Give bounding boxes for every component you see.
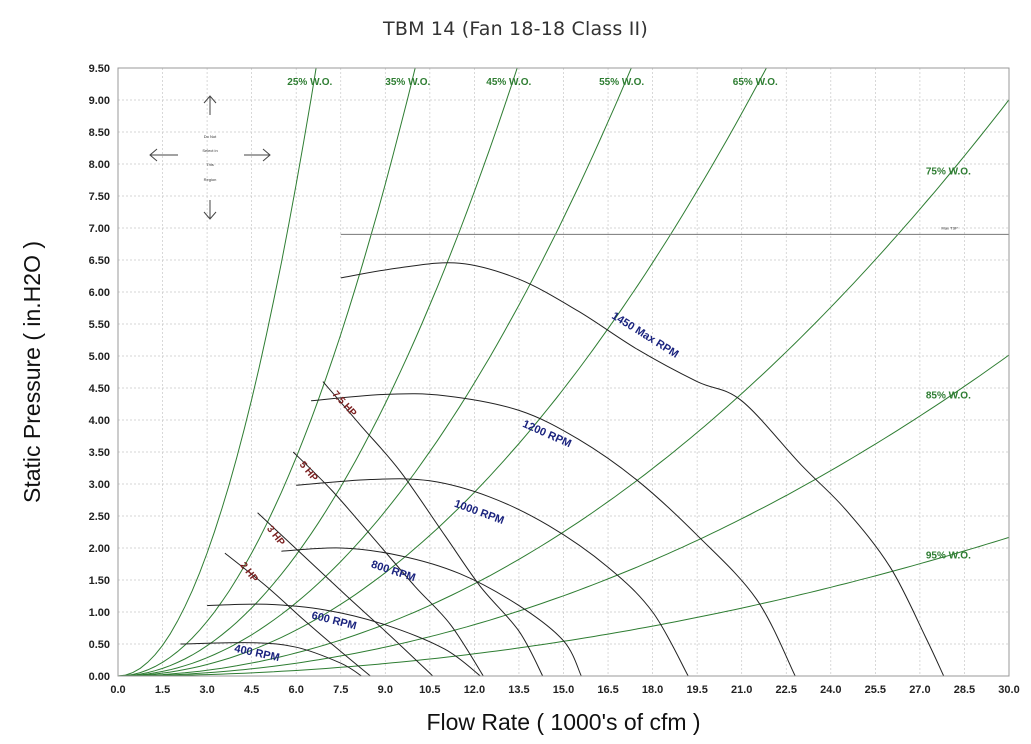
x-tick-label: 25.5 [865, 684, 886, 696]
rpm-curve-label: 1450 Max RPM [609, 310, 680, 361]
y-tick-label: 4.00 [89, 415, 110, 427]
plot-frame [117, 67, 1010, 677]
rpm-curve-label: 1000 RPM [453, 498, 506, 527]
x-tick-label: 19.5 [686, 684, 707, 696]
x-axis-label: Flow Rate ( 1000's of cfm ) [426, 709, 700, 735]
rpm-curve [296, 478, 689, 677]
x-tick-label: 6.0 [289, 684, 304, 696]
x-tick-label: 27.0 [909, 684, 930, 696]
y-tick-label: 6.00 [89, 287, 110, 299]
wide-open-curve [118, 354, 1010, 677]
y-tick-label: 5.00 [89, 351, 110, 363]
wide-open-label: 65% W.O. [733, 77, 778, 88]
wide-open-curve [118, 99, 1010, 677]
hp-curve [257, 512, 434, 677]
hp-curve [292, 451, 484, 677]
y-tick-label: 2.00 [89, 543, 110, 555]
chart-title: TBM 14 (Fan 18-18 Class II) [383, 18, 648, 40]
hp-curve-label: 3 HP [264, 524, 287, 549]
grid-layer [117, 67, 1010, 677]
x-tick-label: 0.0 [110, 684, 125, 696]
arrow-left-head [149, 148, 158, 162]
x-tick-label: 30.0 [998, 684, 1019, 696]
x-tick-label: 21.0 [731, 684, 752, 696]
note-line-1: Do Not [204, 134, 217, 139]
rpm-curve-label: 800 RPM [370, 559, 417, 585]
rpm-curve-label: 600 RPM [310, 610, 357, 633]
wide-open-label: 45% W.O. [486, 77, 531, 88]
y-tick-label: 2.50 [89, 511, 110, 523]
x-tick-label: 24.0 [820, 684, 841, 696]
y-tick-label: 9.00 [89, 95, 110, 107]
y-tick-label: 1.00 [89, 607, 110, 619]
y-tick-label: 6.50 [89, 255, 110, 267]
do-not-select-note: Do Not Select in This Region [149, 95, 271, 220]
note-line-2: Select in [202, 148, 217, 153]
x-tick-label: 22.5 [776, 684, 797, 696]
rpm-curve [311, 393, 796, 677]
y-tick-label: 3.50 [89, 447, 110, 459]
y-tick-label: 3.00 [89, 479, 110, 491]
y-tick-label: 9.50 [89, 63, 110, 75]
y-axis-label: Static Pressure ( in.H2O ) [19, 241, 45, 503]
wide-open-curve [117, 67, 416, 677]
y-tick-label: 7.00 [89, 223, 110, 235]
wide-open-curve [117, 67, 767, 677]
y-tick-label: 0.50 [89, 639, 110, 651]
hp-curve-label: 7.5 HP [330, 389, 359, 419]
note-line-4: Region [204, 177, 217, 182]
wide-open-label: 25% W.O. [287, 77, 332, 88]
y-tick-label: 5.50 [89, 319, 110, 331]
rpm-curve [340, 262, 945, 677]
hp-curve [224, 552, 371, 677]
x-tick-label: 16.5 [597, 684, 618, 696]
x-tick-label: 12.0 [464, 684, 485, 696]
y-tick-label: 0.00 [89, 671, 110, 683]
x-tick-label: 3.0 [199, 684, 214, 696]
max-tsp-label: Max TSP [941, 225, 958, 230]
x-tick-label: 1.5 [155, 684, 170, 696]
x-tick-label: 18.0 [642, 684, 663, 696]
x-tick-label: 13.5 [508, 684, 529, 696]
note-line-3: This [206, 162, 214, 167]
x-tick-label: 15.0 [553, 684, 574, 696]
wide-open-label: 55% W.O. [599, 77, 644, 88]
y-tick-label: 8.50 [89, 127, 110, 139]
wide-open-curve [117, 67, 632, 677]
hp-curve-label: 5 HP [297, 460, 320, 484]
x-tick-label: 4.5 [244, 684, 259, 696]
wide-open-curve [117, 67, 518, 677]
wide-open-curve [117, 67, 317, 677]
arrow-down-head [203, 211, 217, 220]
wide-open-label: 95% W.O. [926, 550, 971, 561]
x-tick-label: 7.5 [333, 684, 348, 696]
y-tick-label: 1.50 [89, 575, 110, 587]
y-tick-label: 7.50 [89, 191, 110, 203]
arrow-right-head [262, 148, 271, 162]
rpm-curve [180, 642, 362, 677]
x-tick-label: 9.0 [378, 684, 393, 696]
wide-open-label: 75% W.O. [926, 166, 971, 177]
hp-curve [322, 381, 544, 677]
tick-layer: 0.0 1.5 3.0 4.5 6.0 7.5 9.0 10.5 12.0 13.5 15.0 16.… [89, 63, 1020, 696]
rpm-curve [281, 547, 582, 677]
label-layer: 25% W.O. 35% W.O. 45% W.O. 55% W.O. 65% W.O.… [233, 77, 971, 664]
wide-open-label: 85% W.O. [926, 390, 971, 401]
wide-open-label: 35% W.O. [385, 77, 430, 88]
arrow-up-head [203, 95, 217, 104]
y-tick-label: 8.00 [89, 159, 110, 171]
rpm-curve-label: 1200 RPM [521, 418, 573, 450]
curve-layer [117, 67, 1010, 677]
rpm-curve [207, 603, 481, 677]
rpm-curve-label: 400 RPM [233, 643, 280, 664]
y-tick-label: 4.50 [89, 383, 110, 395]
x-tick-label: 28.5 [954, 684, 975, 696]
x-tick-label: 10.5 [419, 684, 440, 696]
